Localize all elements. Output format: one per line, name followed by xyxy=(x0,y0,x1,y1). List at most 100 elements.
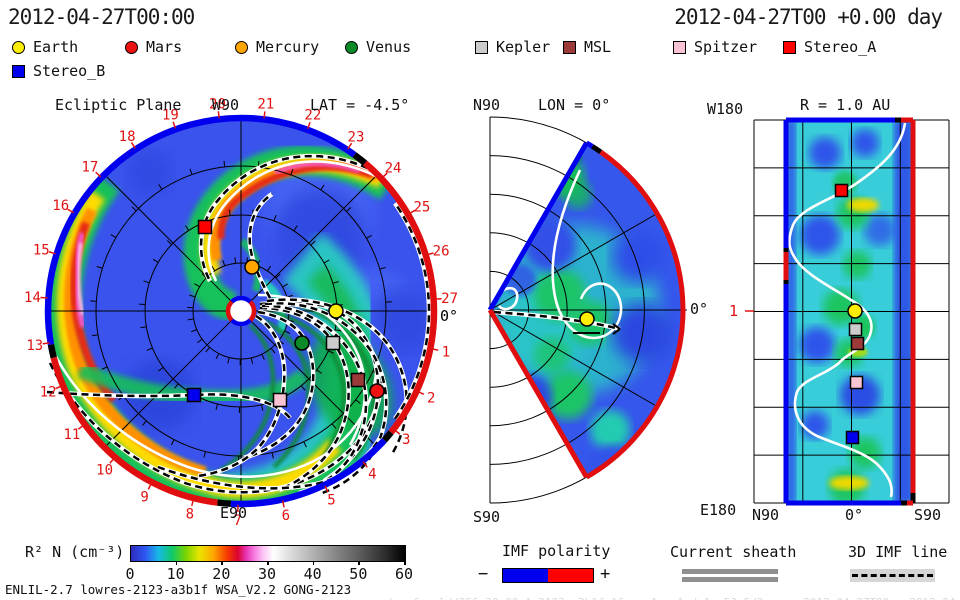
imf-polarity-bar xyxy=(502,568,594,583)
grid-line xyxy=(489,309,658,407)
day-tick xyxy=(381,172,388,179)
venus-marker-ecliptic xyxy=(294,335,310,351)
legend-label: Stereo_A xyxy=(804,38,877,56)
legend-item-stereo_b: Stereo_B xyxy=(12,62,105,80)
imf-line-dashes xyxy=(266,298,408,455)
imf-minus-sign: − xyxy=(478,564,489,584)
grid-line xyxy=(293,225,298,232)
polarity-ring-segment xyxy=(362,160,438,435)
colorbar-ticks: 0 10 20 30 40 50 60 xyxy=(125,561,413,583)
day-tick xyxy=(362,461,368,468)
day-tick xyxy=(130,142,136,149)
grid-line xyxy=(152,258,159,263)
polarity-ring-segment xyxy=(50,356,218,506)
day-label-13: 13 xyxy=(26,338,43,354)
grid-line xyxy=(250,357,254,364)
wedge-arc-boundary xyxy=(590,144,603,154)
grid-line xyxy=(104,319,233,448)
day-label-9: 9 xyxy=(140,489,148,505)
imf-line-meridional xyxy=(493,309,621,335)
file-path: ccmc/wsafr-cld/256x30x90x1.2123-a3b1f.16… xyxy=(360,596,890,600)
day-label-20: 20 xyxy=(209,96,226,112)
day-tick xyxy=(95,171,102,178)
grid-line xyxy=(323,259,330,264)
grid-line xyxy=(189,168,193,175)
grid-line xyxy=(190,329,197,333)
radial-xtick-s90: S90 xyxy=(914,506,942,524)
grid-line xyxy=(234,257,237,264)
imf-line-dashes xyxy=(46,390,291,419)
spitzer-marker-ecliptic xyxy=(272,392,288,408)
kepler-marker-radial xyxy=(848,322,863,337)
imf-positive-swatch xyxy=(548,569,593,582)
day-tick xyxy=(172,121,177,129)
day-label-24: 24 xyxy=(385,161,402,177)
imf-line-label: 3D IMF line xyxy=(848,543,948,561)
earth-marker-meridional xyxy=(579,311,595,327)
day-label-16: 16 xyxy=(52,198,69,214)
imf-line-dashes xyxy=(199,154,379,282)
lat-label: LAT = -4.5° xyxy=(310,96,410,114)
map-boundary xyxy=(783,117,916,506)
day-tick xyxy=(55,385,63,390)
imf-line-dashes xyxy=(242,310,315,460)
colorbar-tick xyxy=(267,561,269,565)
grid-line xyxy=(223,160,226,167)
stereo_b-marker-ecliptic xyxy=(186,387,202,403)
meridional-title: LON = 0° xyxy=(538,96,611,114)
legend-label: Venus xyxy=(366,38,412,56)
day-label-5: 5 xyxy=(327,492,335,508)
meridional-panel xyxy=(487,116,687,504)
legend-label: Stereo_B xyxy=(33,62,106,80)
sun-polarity-ring xyxy=(225,300,234,322)
day-tick xyxy=(109,457,115,464)
sun-polarity-ring xyxy=(248,300,257,322)
day-label-3: 3 xyxy=(402,432,410,448)
grid-line xyxy=(189,294,196,298)
body-markers-ecliptic xyxy=(186,219,385,408)
grid-line xyxy=(331,423,337,429)
grid-line xyxy=(197,338,203,344)
s90-label: S90 xyxy=(473,508,501,526)
imf-line-dashes xyxy=(157,435,383,490)
grid-line xyxy=(229,209,231,216)
grid-line xyxy=(266,265,272,272)
sun-marker xyxy=(225,295,257,327)
day-tick xyxy=(77,424,85,430)
sun-polarity-ring xyxy=(230,295,252,304)
grid-line xyxy=(310,240,316,246)
body-markers-radial xyxy=(834,183,865,445)
imf-line-sample xyxy=(850,569,935,582)
grid-line xyxy=(91,334,99,337)
grid-line xyxy=(184,225,190,231)
mars-marker-ecliptic xyxy=(369,383,385,399)
n90-label: N90 xyxy=(473,96,501,114)
day-label-27: 27 xyxy=(441,291,458,307)
wedge-arc-boundary xyxy=(585,140,594,149)
grid-line xyxy=(146,347,153,351)
legend-label: Mercury xyxy=(256,38,320,56)
msl-marker-ecliptic xyxy=(350,372,366,388)
e180-label: E180 xyxy=(700,501,737,519)
current-sheath-sample-2 xyxy=(682,577,778,582)
grid-line xyxy=(275,273,281,279)
earth-marker-ecliptic xyxy=(328,303,344,319)
imf-line-dashes xyxy=(248,192,273,299)
boundary-polarity-ring xyxy=(44,114,438,508)
grid-line xyxy=(227,357,230,364)
grid-line xyxy=(346,207,352,212)
grid-line xyxy=(284,330,291,334)
colorbar xyxy=(130,545,406,562)
polarity-ring-segment xyxy=(352,152,368,166)
day-label-12: 12 xyxy=(40,385,57,401)
legend-item-mercury: Mercury xyxy=(235,38,319,56)
grid-line xyxy=(143,280,150,284)
day-tick xyxy=(426,252,434,256)
grid-line xyxy=(320,184,325,191)
day-label-17: 17 xyxy=(81,160,98,176)
mercury-marker-ecliptic xyxy=(244,259,260,275)
radial-title: R = 1.0 AU xyxy=(800,96,891,114)
earth-marker-radial xyxy=(847,303,863,319)
radial-xtick-n90: N90 xyxy=(752,506,780,524)
